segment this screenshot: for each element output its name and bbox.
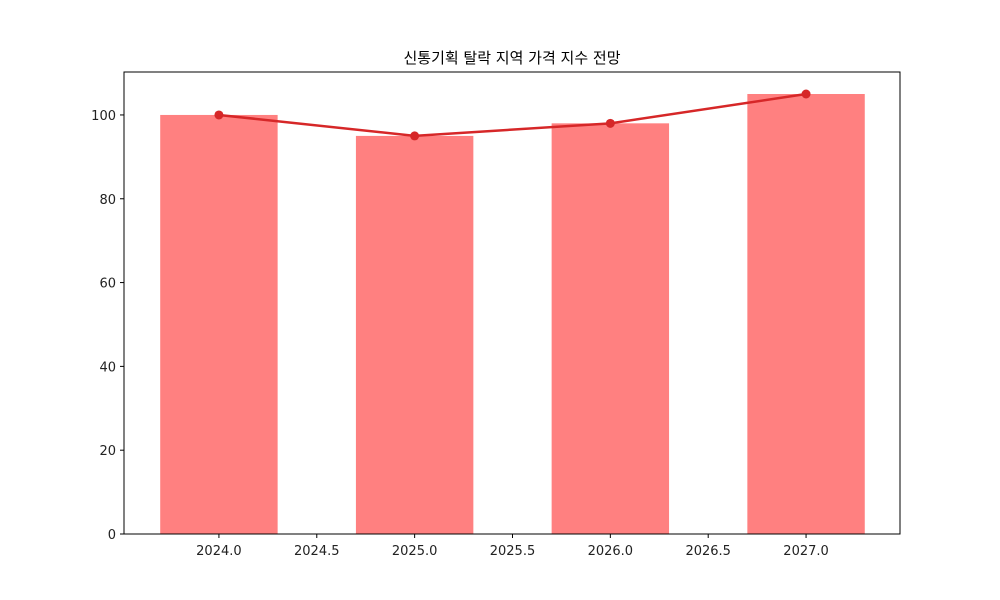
x-tick-label: 2025.5: [490, 544, 536, 559]
x-tick-label: 2025.0: [392, 544, 438, 559]
x-tick-label: 2027.0: [783, 544, 829, 559]
chart-title: 신통기획 탈락 지역 가격 지수 전망: [403, 49, 620, 67]
bar: [747, 94, 865, 534]
y-tick-label: 0: [108, 528, 116, 543]
line-marker: [605, 118, 615, 128]
y-tick-label: 20: [99, 444, 116, 459]
x-tick-label: 2024.5: [294, 544, 340, 559]
x-tick-label: 2026.0: [588, 544, 634, 559]
line-marker: [410, 131, 420, 141]
y-tick-label: 60: [99, 277, 116, 292]
y-tick-label: 40: [99, 360, 116, 375]
bar-series: [160, 94, 865, 534]
y-tick-label: 100: [91, 109, 116, 124]
line-marker: [801, 89, 811, 99]
x-tick-label: 2026.5: [685, 544, 731, 559]
bar: [355, 135, 474, 534]
bar: [160, 114, 278, 534]
x-tick-label: 2024.0: [196, 544, 242, 559]
y-tick-label: 80: [99, 193, 116, 208]
line-series: [214, 89, 811, 141]
x-axis: 2024.0 2024.5 2025.0 2025.5 2026.0 2026.5 2027…: [196, 534, 829, 559]
y-axis: 0 20 40 60 80 100: [91, 109, 124, 543]
bar: [551, 123, 670, 534]
line: [218, 92, 807, 138]
line-marker: [214, 110, 224, 120]
